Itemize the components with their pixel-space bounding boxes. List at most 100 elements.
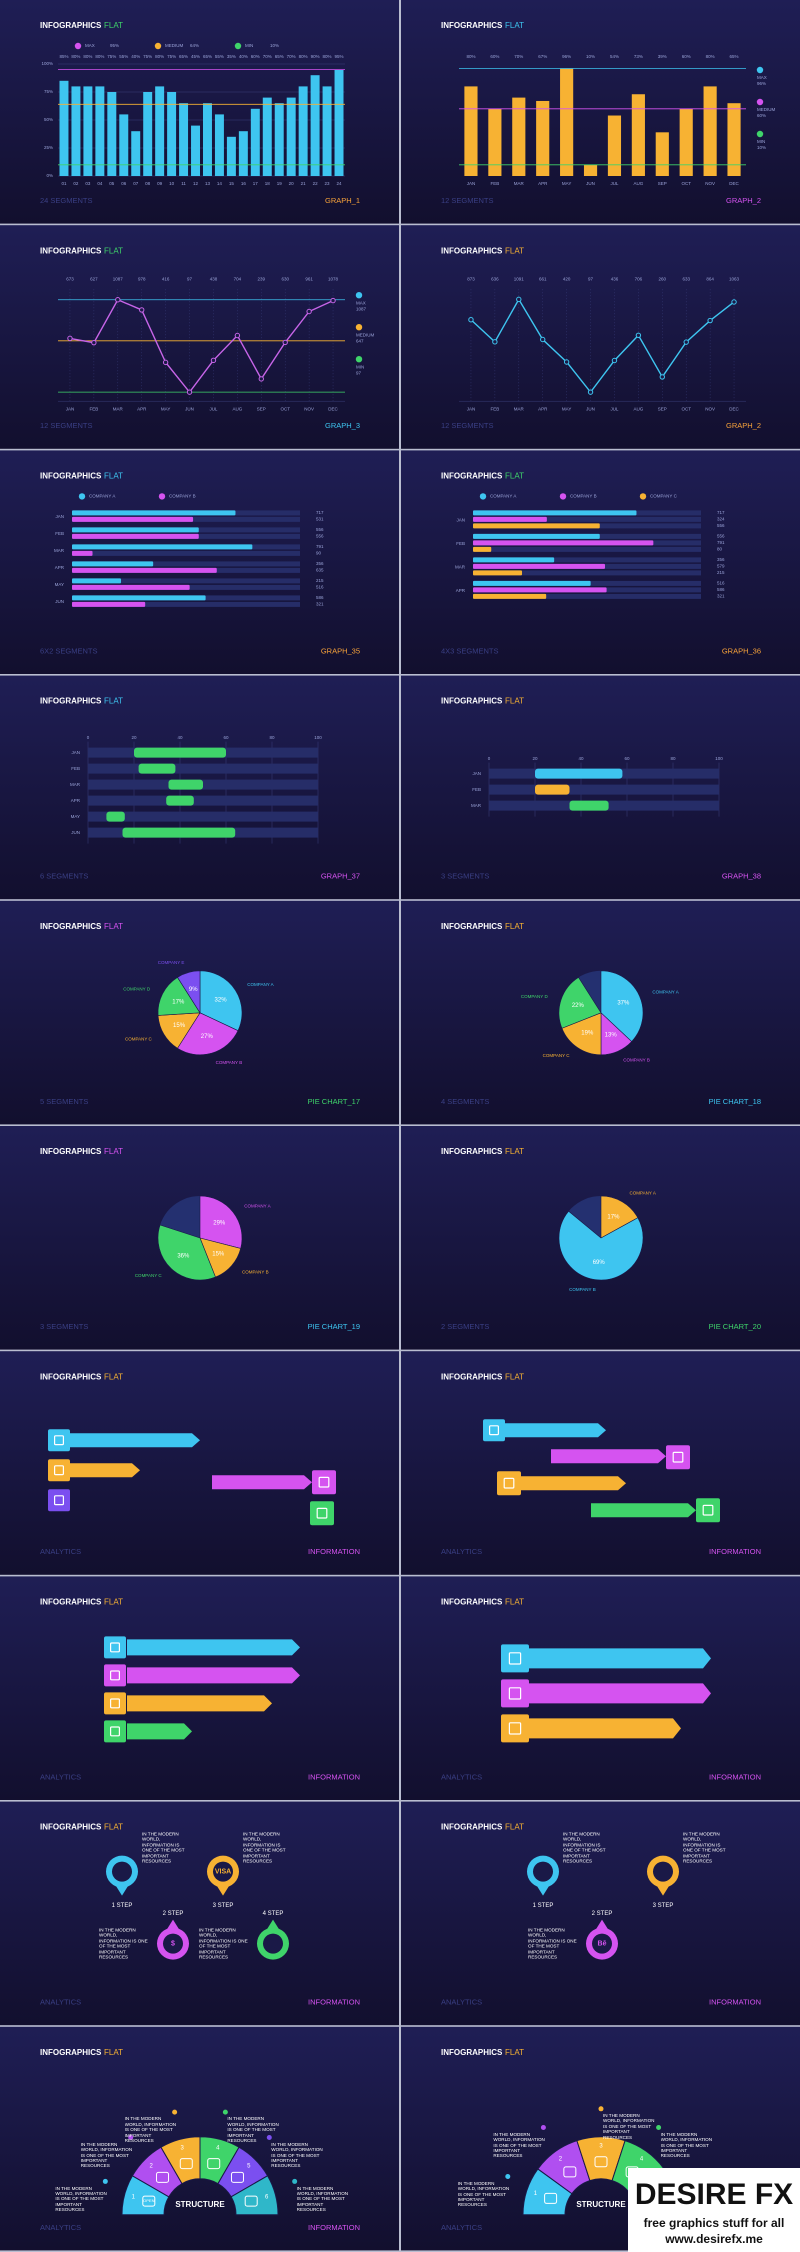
slice-name: COMPANY E [158,960,185,965]
bar [473,533,600,539]
slide: INFOGRAPHICS FLAT 3 SEGMENTS GRAPH_38 0 20 40 6… [401,675,800,900]
x-tick-label: 11 [181,181,186,186]
segment-number: 2 [559,2157,563,2163]
icon-tile [497,1471,521,1496]
slide-tag: FLAT [505,1598,524,1607]
value-label: 978 [138,276,146,281]
range-bar [569,800,609,811]
y-tick-label: 75% [44,89,53,94]
slide: INFOGRAPHICS FLAT ANALYTICS INFORMATION [401,1351,800,1575]
paragraph-box: IN THE MODERN WORLD, INFORMATION IS ONE … [493,2132,544,2159]
x-tick-label: MAY [562,181,571,186]
slide-heading: INFOGRAPHICS [441,1598,503,1607]
slice-label: 15% [173,1023,186,1029]
legend-dot [756,130,764,138]
y-tick-label: MAY [71,814,80,819]
slide-tag: FLAT [505,472,524,481]
bar [334,69,344,176]
x-tick-label: 24 [337,181,343,186]
paragraph: IN THE MODERN WORLD, INFORMATION IS ONE … [142,1831,185,1864]
bar [71,86,81,176]
step-label: 1 STEP [112,1903,133,1909]
slice-name: COMPANY C [135,1273,163,1278]
point [234,332,241,339]
x-tick-label: DEC [729,406,739,411]
footer-left: ANALYTICS [40,1998,81,2007]
icon-tile [48,1489,70,1512]
x-tick-label: JAN [467,181,476,186]
value-label: 864 [706,276,714,281]
legend-name: MIN [757,139,765,144]
footer-left: 4X3 SEGMENTS [441,646,499,655]
bar [83,86,93,176]
bar [473,546,492,552]
bar [512,97,526,176]
slide-heading: INFOGRAPHICS [40,21,102,30]
footer-right: GRAPH_36 [722,646,761,655]
bar [473,510,637,516]
x-tick-label: MAR [113,406,124,411]
value-label: 635 [316,568,324,573]
value-label: 556 [316,527,324,532]
footer-right: INFORMATION [308,2223,360,2232]
footer-right: INFORMATION [308,1998,360,2007]
x-tick-label: APR [137,406,147,411]
legend-dot [756,66,764,74]
y-tick-label: FEB [472,787,481,792]
slide-tag: FLAT [505,1372,524,1381]
bar [250,108,260,176]
callout-dot [102,2178,108,2184]
y-tick-label: APR [55,565,65,570]
track [473,546,701,552]
value-label: 717 [316,510,324,515]
footer-right: GRAPH_3 [325,421,360,430]
bar [238,131,248,176]
value-label: 324 [717,517,725,522]
step-label: 3 STEP [653,1903,674,1909]
value-label: 321 [717,594,725,599]
point [707,317,713,324]
range-bar [535,784,570,795]
y-tick-label: 25% [44,145,53,150]
watermark-url: www.desirefx.me [664,2232,763,2246]
value-label: 704 [234,276,242,281]
value-label: 239 [258,276,266,281]
point [139,307,145,313]
slide: INFOGRAPHICS FLAT 12 SEGMENTS GRAPH_2 873 JAN… [401,225,800,449]
icon-glyph [672,1451,684,1463]
x-tick-label: 05 [109,181,115,186]
bar [727,103,741,176]
x-tick-label: FEB [490,181,499,186]
footer-left: 6 SEGMENTS [40,872,88,881]
x-tick-label: 16 [241,181,247,186]
value-label: 70% [263,54,272,59]
x-tick-label: 15 [229,181,235,186]
x-tick-label: 07 [133,181,139,186]
range-bar [138,763,176,774]
slide-heading: INFOGRAPHICS [40,472,102,481]
slide: INFOGRAPHICS FLAT ANALYTICS INFORMATION [401,1576,800,1800]
y-tick-label: 0% [46,173,53,178]
value-label: 356 [316,561,324,566]
value-label: 73% [634,54,643,59]
slide-tag: FLAT [104,697,123,706]
slide: INFOGRAPHICS FLAT 12 SEGMENTS GRAPH_3 673 JAN… [0,225,399,449]
value-label: 215 [316,578,324,583]
x-tick-label: 0 [87,735,90,740]
footer-right: INFORMATION [709,1547,761,1556]
segment-number: 3 [180,2146,184,2152]
icon-glyph [503,1477,515,1489]
pin-core [163,1933,183,1954]
arrow-bar [551,1449,666,1464]
bar [72,550,93,556]
x-tick-label: FEB [89,406,98,411]
value-label: 556 [316,534,324,539]
icon-tile [312,1470,336,1495]
value-label: 70% [287,54,296,59]
slide-tag: FLAT [505,1147,524,1156]
x-tick-label: JUL [610,406,618,411]
segment-number: 3 [599,2143,603,2149]
icon-tile [501,1714,529,1743]
bar [143,92,153,176]
value-label: 80 [717,547,723,552]
